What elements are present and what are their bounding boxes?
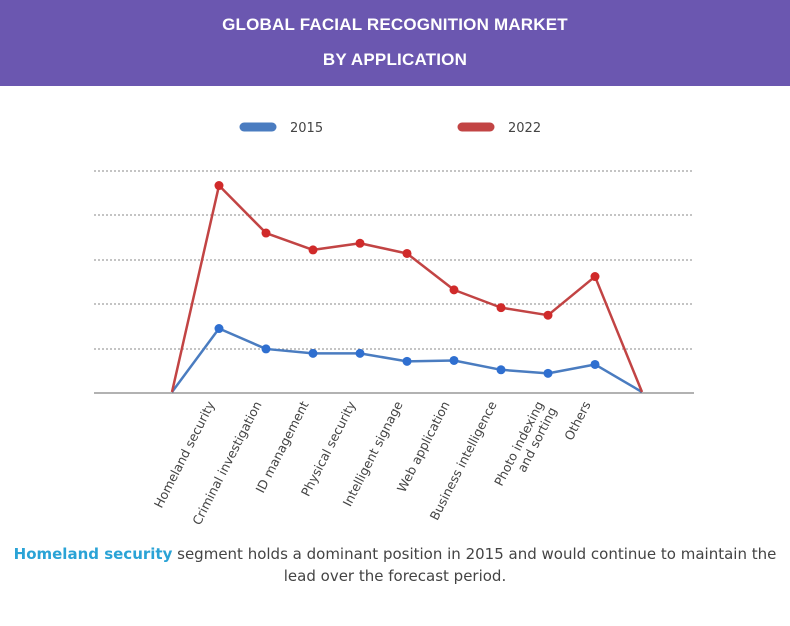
header-banner: GLOBAL FACIAL RECOGNITION MARKET BY APPL…: [0, 0, 790, 86]
data-point-2022-8: [543, 310, 553, 320]
data-point-2015-4: [355, 348, 365, 358]
data-point-2015-1: [214, 324, 224, 334]
legend-label-2015: 2015: [290, 121, 323, 136]
data-point-2022-6: [449, 285, 459, 295]
caption-text: segment holds a dominant position in 201…: [172, 545, 777, 585]
chart-title-line-2: BY APPLICATION: [322, 50, 468, 69]
chart-caption: Homeland security segment holds a domina…: [0, 543, 790, 587]
data-point-2022-3: [308, 245, 318, 255]
chart-title-line-1: GLOBAL FACIAL RECOGNITION MARKET: [222, 15, 568, 34]
data-point-2022-4: [355, 238, 365, 248]
data-point-2015-3: [308, 348, 318, 358]
data-point-2015-9: [590, 359, 600, 369]
data-point-2022-9: [590, 272, 600, 282]
data-point-2022-7: [496, 303, 506, 313]
data-point-2015-2: [261, 344, 271, 354]
legend-label-2022: 2022: [508, 121, 541, 136]
data-point-2022-2: [261, 228, 271, 238]
data-point-2022-1: [214, 181, 224, 191]
data-point-2022-5: [402, 248, 412, 258]
data-point-2015-8: [543, 368, 553, 378]
caption-highlight: Homeland security: [13, 545, 173, 563]
data-point-2015-7: [496, 365, 506, 375]
data-point-2015-6: [449, 355, 459, 365]
data-point-2015-5: [402, 356, 412, 366]
x-tick-label: Others: [561, 399, 593, 443]
